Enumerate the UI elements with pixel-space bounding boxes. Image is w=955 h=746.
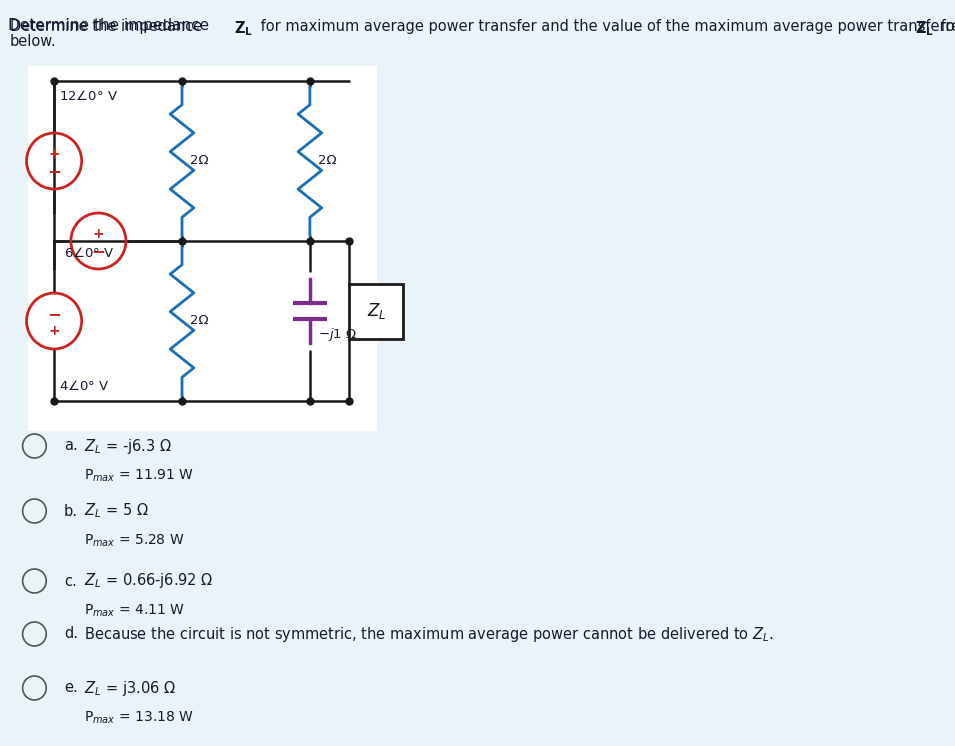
Text: Determine the impedance: Determine the impedance [10, 19, 206, 34]
Text: c.: c. [64, 574, 76, 589]
Text: $Z_L$: $Z_L$ [367, 301, 386, 321]
Text: 2Ω: 2Ω [318, 154, 336, 168]
Text: Determine the impedance: Determine the impedance [8, 18, 214, 33]
Text: +: + [49, 147, 60, 161]
Text: b.: b. [64, 504, 78, 518]
Text: e.: e. [64, 680, 77, 695]
Text: −: − [47, 305, 61, 323]
Text: −: − [92, 242, 105, 260]
Text: $Z_L$ = 0.66-j6.92 $\Omega$: $Z_L$ = 0.66-j6.92 $\Omega$ [84, 571, 213, 591]
Text: 6$\angle$0° V: 6$\angle$0° V [64, 246, 115, 260]
Text: $Z_L$ = -j6.3 $\Omega$: $Z_L$ = -j6.3 $\Omega$ [84, 436, 171, 456]
Text: +: + [49, 324, 60, 338]
Text: for maximum average power transfer and the value of the maximum average power tr: for maximum average power transfer and t… [256, 19, 955, 34]
Text: $\mathbf{Z_L}$: $\mathbf{Z_L}$ [915, 19, 934, 38]
Text: for the circuit: for the circuit [936, 19, 955, 34]
Text: P$_{max}$ = 13.18 W: P$_{max}$ = 13.18 W [84, 709, 194, 726]
Text: $\mathbf{Z_L}$: $\mathbf{Z_L}$ [234, 19, 253, 38]
Text: 2Ω: 2Ω [190, 315, 208, 327]
Text: Because the circuit is not symmetric, the maximum average power cannot be delive: Because the circuit is not symmetric, th… [84, 624, 774, 644]
Text: d.: d. [64, 627, 78, 642]
Text: $-j1\ \Omega$: $-j1\ \Omega$ [318, 326, 357, 343]
Text: below.: below. [10, 34, 56, 48]
Text: P$_{max}$ = 4.11 W: P$_{max}$ = 4.11 W [84, 603, 184, 619]
Text: 2Ω: 2Ω [190, 154, 208, 168]
Text: −: − [47, 162, 61, 180]
Bar [28, 66, 377, 431]
Text: $Z_L$ = 5 $\Omega$: $Z_L$ = 5 $\Omega$ [84, 501, 148, 521]
Bar [350, 283, 403, 339]
Text: a.: a. [64, 439, 77, 454]
Text: 12$\angle$0° V: 12$\angle$0° V [59, 89, 118, 103]
Text: P$_{max}$ = 11.91 W: P$_{max}$ = 11.91 W [84, 468, 194, 484]
Text: P$_{max}$ = 5.28 W: P$_{max}$ = 5.28 W [84, 533, 184, 549]
Text: $Z_L$ = j3.06 $\Omega$: $Z_L$ = j3.06 $\Omega$ [84, 679, 176, 698]
Text: +: + [93, 227, 104, 241]
Text: 4$\angle$0° V: 4$\angle$0° V [59, 379, 110, 393]
